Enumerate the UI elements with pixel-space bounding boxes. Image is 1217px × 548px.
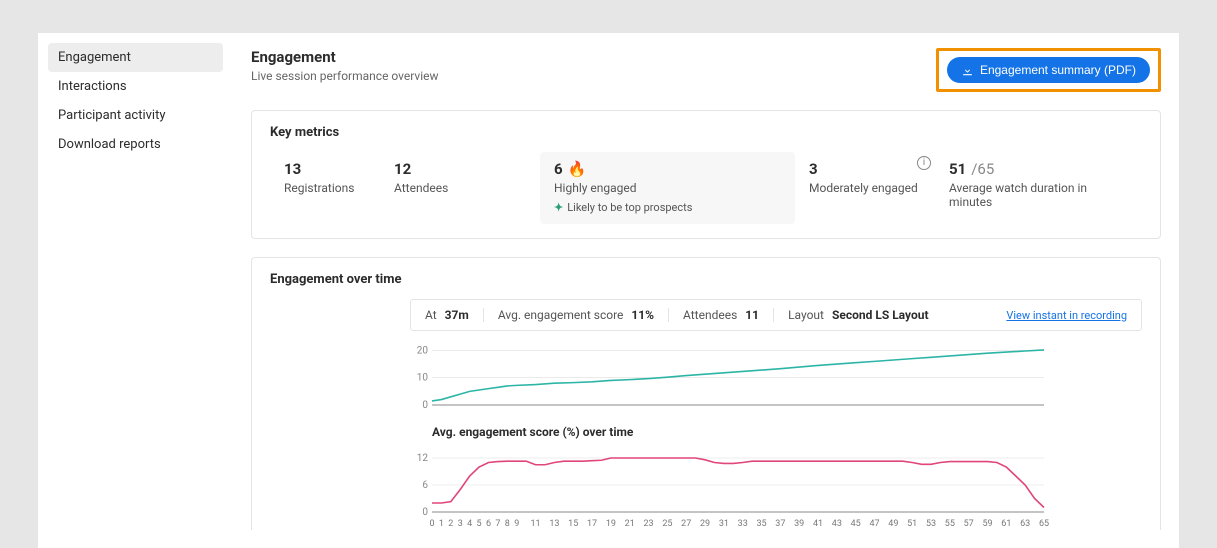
svg-text:49: 49 xyxy=(888,519,898,529)
svg-text:29: 29 xyxy=(700,519,710,529)
metric-registrations: 13 Registrations xyxy=(270,152,380,224)
svg-text:17: 17 xyxy=(587,519,597,529)
sidebar-item-label: Participant activity xyxy=(58,108,166,123)
svg-text:25: 25 xyxy=(662,519,672,529)
sidebar-item-engagement[interactable]: Engagement xyxy=(48,43,223,72)
svg-text:51: 51 xyxy=(907,519,917,529)
svg-text:43: 43 xyxy=(832,519,842,529)
svg-text:37: 37 xyxy=(775,519,785,529)
svg-text:6: 6 xyxy=(422,480,428,491)
engagement-score-chart: 0612012345678911131517192123252729313335… xyxy=(410,445,1050,530)
chart2-title: Avg. engagement score (%) over time xyxy=(432,425,1142,439)
svg-text:10: 10 xyxy=(417,373,429,384)
svg-text:13: 13 xyxy=(549,519,559,529)
key-metrics-title: Key metrics xyxy=(270,125,1142,140)
fire-icon: 🔥 xyxy=(568,160,587,178)
svg-text:9: 9 xyxy=(514,519,519,529)
highlight-box: Engagement summary (PDF) xyxy=(936,48,1161,92)
key-metrics-card: Key metrics 13 Registrations 12 Attendee… xyxy=(251,110,1161,239)
sidebar-item-download-reports[interactable]: Download reports xyxy=(48,130,223,159)
svg-text:5: 5 xyxy=(477,519,482,529)
svg-text:12: 12 xyxy=(417,453,429,464)
view-instant-link[interactable]: View instant in recording xyxy=(1006,309,1127,322)
svg-text:20: 20 xyxy=(417,345,429,356)
svg-text:31: 31 xyxy=(719,519,729,529)
svg-text:55: 55 xyxy=(945,519,955,529)
chart-stats-bar: At37m Avg. engagement score11% Attendees… xyxy=(410,299,1142,331)
svg-text:7: 7 xyxy=(495,519,500,529)
page-title: Engagement xyxy=(251,48,439,66)
attendees-chart: 0 10 20 xyxy=(410,341,1050,411)
metric-avg-watch: 51 /65 Average watch duration in minutes xyxy=(935,152,1142,224)
svg-text:21: 21 xyxy=(625,519,635,529)
sidebar-item-interactions[interactable]: Interactions xyxy=(48,72,223,101)
svg-text:61: 61 xyxy=(1001,519,1011,529)
svg-text:2: 2 xyxy=(448,519,453,529)
svg-text:59: 59 xyxy=(982,519,992,529)
metric-highly-engaged: 6 🔥 Highly engaged ✦Likely to be top pro… xyxy=(540,152,795,224)
sidebar-item-label: Engagement xyxy=(58,50,131,65)
svg-text:63: 63 xyxy=(1020,519,1030,529)
sidebar-item-label: Interactions xyxy=(58,79,127,94)
sidebar-item-participant-activity[interactable]: Participant activity xyxy=(48,101,223,130)
page-subtitle: Live session performance overview xyxy=(251,69,439,83)
engagement-over-time-card: Engagement over time At37m Avg. engageme… xyxy=(251,257,1161,530)
svg-text:0: 0 xyxy=(429,519,434,529)
metric-moderately-engaged: i 3 Moderately engaged xyxy=(795,152,935,224)
plus-icon: ✦ xyxy=(554,201,563,214)
svg-text:65: 65 xyxy=(1039,519,1049,529)
svg-text:53: 53 xyxy=(926,519,936,529)
engagement-over-time-title: Engagement over time xyxy=(270,272,1142,287)
download-icon xyxy=(961,64,974,77)
svg-text:8: 8 xyxy=(505,519,510,529)
sidebar-item-label: Download reports xyxy=(58,137,161,152)
svg-text:11: 11 xyxy=(531,519,541,529)
svg-text:3: 3 xyxy=(458,519,463,529)
main-content: Engagement Live session performance over… xyxy=(233,33,1179,548)
svg-text:1: 1 xyxy=(439,519,444,529)
svg-text:19: 19 xyxy=(606,519,616,529)
sidebar: Engagement Interactions Participant acti… xyxy=(38,33,233,548)
metric-attendees: 12 Attendees xyxy=(380,152,540,224)
page-header: Engagement Live session performance over… xyxy=(251,48,1161,92)
svg-text:57: 57 xyxy=(964,519,974,529)
svg-text:41: 41 xyxy=(813,519,823,529)
svg-text:35: 35 xyxy=(756,519,766,529)
engagement-summary-pdf-button[interactable]: Engagement summary (PDF) xyxy=(947,57,1150,83)
svg-text:0: 0 xyxy=(422,400,428,411)
svg-text:6: 6 xyxy=(486,519,491,529)
svg-text:15: 15 xyxy=(568,519,578,529)
info-icon[interactable]: i xyxy=(917,156,931,170)
svg-text:33: 33 xyxy=(738,519,748,529)
svg-text:4: 4 xyxy=(467,519,472,529)
svg-text:23: 23 xyxy=(643,519,653,529)
svg-text:45: 45 xyxy=(851,519,861,529)
svg-text:39: 39 xyxy=(794,519,804,529)
svg-text:0: 0 xyxy=(422,507,428,518)
svg-text:47: 47 xyxy=(869,519,879,529)
svg-text:27: 27 xyxy=(681,519,691,529)
